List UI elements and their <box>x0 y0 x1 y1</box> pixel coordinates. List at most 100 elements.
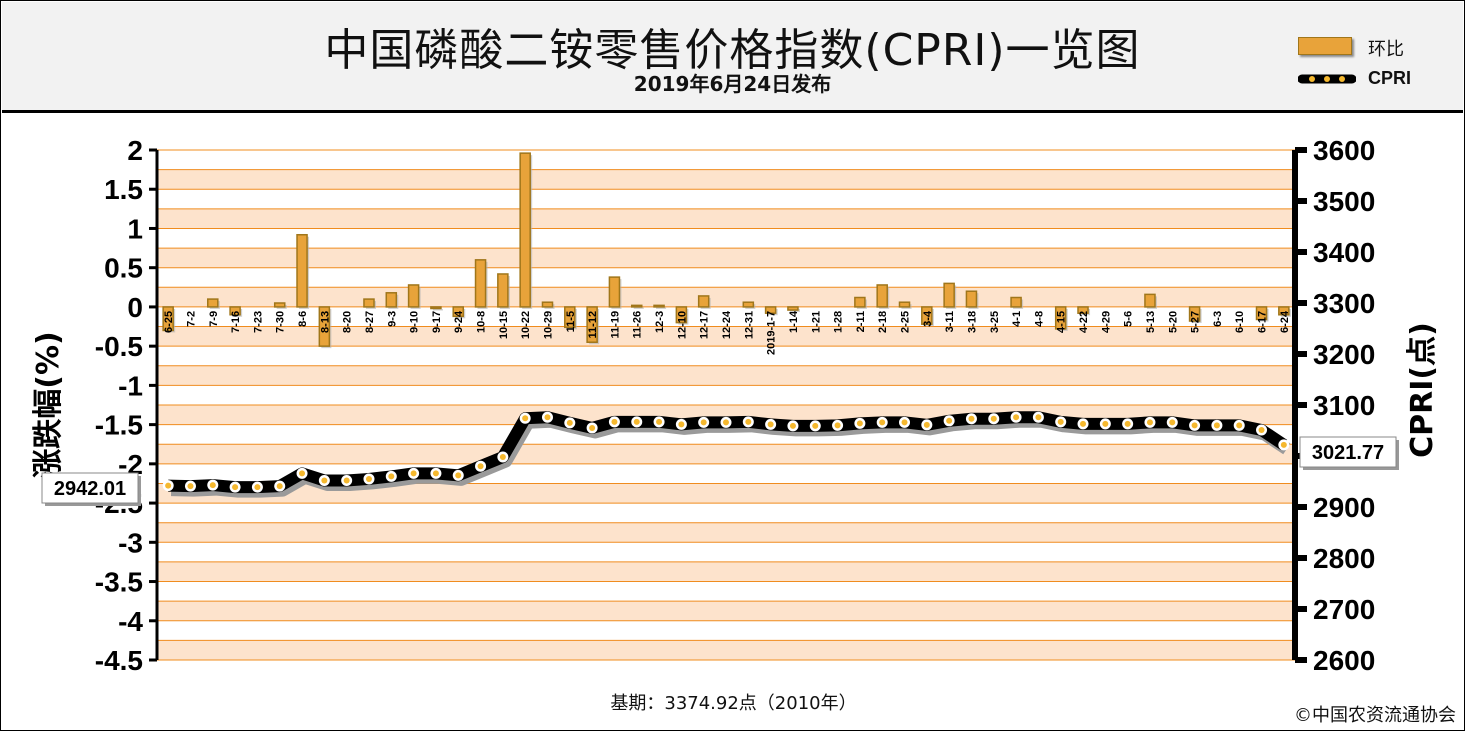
x-tick-label: 12-17 <box>699 311 711 339</box>
left-tick-label: 2 <box>127 135 143 166</box>
left-axis-title: 涨跌幅(%) <box>31 331 66 478</box>
line-point-core <box>1146 419 1153 426</box>
x-tick-label: 9-17 <box>431 311 443 333</box>
line-point-core <box>1124 420 1131 427</box>
x-tick-label: 4-22 <box>1078 311 1090 333</box>
right-tick-label: 2700 <box>1313 594 1375 625</box>
left-tick-label: -0.5 <box>95 331 143 362</box>
bar <box>854 296 866 308</box>
plot-band <box>157 287 1295 307</box>
x-tick-label: 2-25 <box>900 311 912 333</box>
x-tick-label: 6-24 <box>1279 310 1291 333</box>
plot-band <box>157 424 1295 445</box>
legend-bar-label: 环比 <box>1368 39 1404 59</box>
bar <box>1188 306 1201 322</box>
line-point-core <box>700 419 707 426</box>
right-tick-label: 2900 <box>1313 492 1375 523</box>
callout-last-text: 3021.77 <box>1312 442 1384 464</box>
x-tick-label: 2019-1-7 <box>766 311 778 355</box>
plot-band <box>157 267 1295 288</box>
bar <box>965 290 978 308</box>
plot-band <box>157 640 1295 660</box>
x-tick-label: 12-10 <box>676 311 688 339</box>
plot-band <box>157 620 1295 641</box>
x-tick-label: 4-1 <box>1011 311 1023 327</box>
x-tick-label: 6-10 <box>1234 311 1246 333</box>
x-tick-label: 7-23 <box>252 311 264 333</box>
x-tick-label: 9-3 <box>386 311 398 327</box>
x-tick-label: 9-24 <box>453 310 465 333</box>
line-point-core <box>1169 419 1176 426</box>
bar <box>497 273 509 308</box>
chart-header: 中国磷酸二铵零售价格指数(CPRI)一览图 2019年6月24日发布 环比 CP… <box>2 2 1463 113</box>
bar <box>653 304 665 308</box>
left-tick-label: -4 <box>118 606 143 637</box>
left-tick-label: -1.5 <box>95 410 143 441</box>
line-point-core <box>633 418 640 425</box>
x-tick-label: 2-11 <box>855 311 867 332</box>
plot-band <box>157 483 1295 504</box>
x-tick-label: 3-25 <box>989 311 1001 333</box>
plot-band <box>157 503 1295 523</box>
value-callouts: 2942.01 3021.77 <box>41 436 1399 506</box>
plot-bands <box>157 150 1295 660</box>
line-point-core <box>209 482 216 489</box>
plot-band <box>157 385 1295 405</box>
line-point-core <box>566 419 573 426</box>
x-tick-label: 4-15 <box>1056 311 1068 333</box>
right-tick-label: 3600 <box>1313 135 1375 166</box>
plot-band <box>157 346 1295 366</box>
line-point-core <box>834 422 841 429</box>
plot-band <box>157 326 1295 347</box>
bar-shadow <box>656 307 667 309</box>
line-point-core <box>589 424 596 431</box>
x-tick-label: 11-26 <box>632 311 644 339</box>
line-point-core <box>789 422 796 429</box>
plot-band <box>157 365 1295 386</box>
legend-item-bar: 环比 <box>1298 35 1448 59</box>
bar <box>675 306 688 324</box>
line-point-core <box>745 418 752 425</box>
line-point-core <box>1236 422 1243 429</box>
cpri-line-series <box>162 411 1291 498</box>
x-tick-label: 5-13 <box>1145 311 1157 333</box>
line-point-core <box>1035 414 1042 421</box>
line-point-core <box>1191 422 1198 429</box>
line-point-core <box>455 472 462 479</box>
line-point-core <box>656 418 663 425</box>
line-point-core <box>343 477 350 484</box>
legend-line-label: CPRI <box>1368 68 1412 88</box>
bar <box>385 292 398 308</box>
x-tick-label: 12-31 <box>743 311 755 339</box>
line-point-core <box>187 483 194 490</box>
bar <box>630 304 643 308</box>
line-point-core <box>522 415 529 422</box>
bar <box>898 301 911 308</box>
line-point-core <box>1080 420 1087 427</box>
plot-band <box>157 150 1295 170</box>
bar <box>1054 306 1067 330</box>
line-point-core <box>1258 426 1265 433</box>
x-tick-label: 7-30 <box>275 311 287 333</box>
left-tick-label: 0 <box>127 292 143 323</box>
plot-band <box>157 581 1295 602</box>
chart-title: 中国磷酸二铵零售价格指数(CPRI)一览图 <box>324 25 1141 76</box>
plot-band <box>157 306 1295 327</box>
bar-series <box>162 152 1291 349</box>
plot-band <box>157 601 1295 621</box>
bar <box>162 306 174 332</box>
line-point-core <box>968 415 975 422</box>
bar <box>742 301 755 308</box>
chart-subtitle: 2019年6月24日发布 <box>633 72 832 96</box>
x-tick-label: 8-13 <box>319 311 331 333</box>
line-point-core <box>856 420 863 427</box>
bar <box>318 306 331 347</box>
bar <box>363 298 375 308</box>
x-tick-label: 7-2 <box>185 311 197 327</box>
bar <box>1278 306 1290 316</box>
line-point-core <box>321 477 328 484</box>
line-point-core <box>165 482 172 489</box>
x-tick-labels: 6-25 7-2 7-9 7-16 7-23 7-30 8-6 8-13 8-20 8-27 9-3… <box>163 310 1291 355</box>
bar <box>697 295 710 308</box>
plot-band <box>157 248 1295 268</box>
